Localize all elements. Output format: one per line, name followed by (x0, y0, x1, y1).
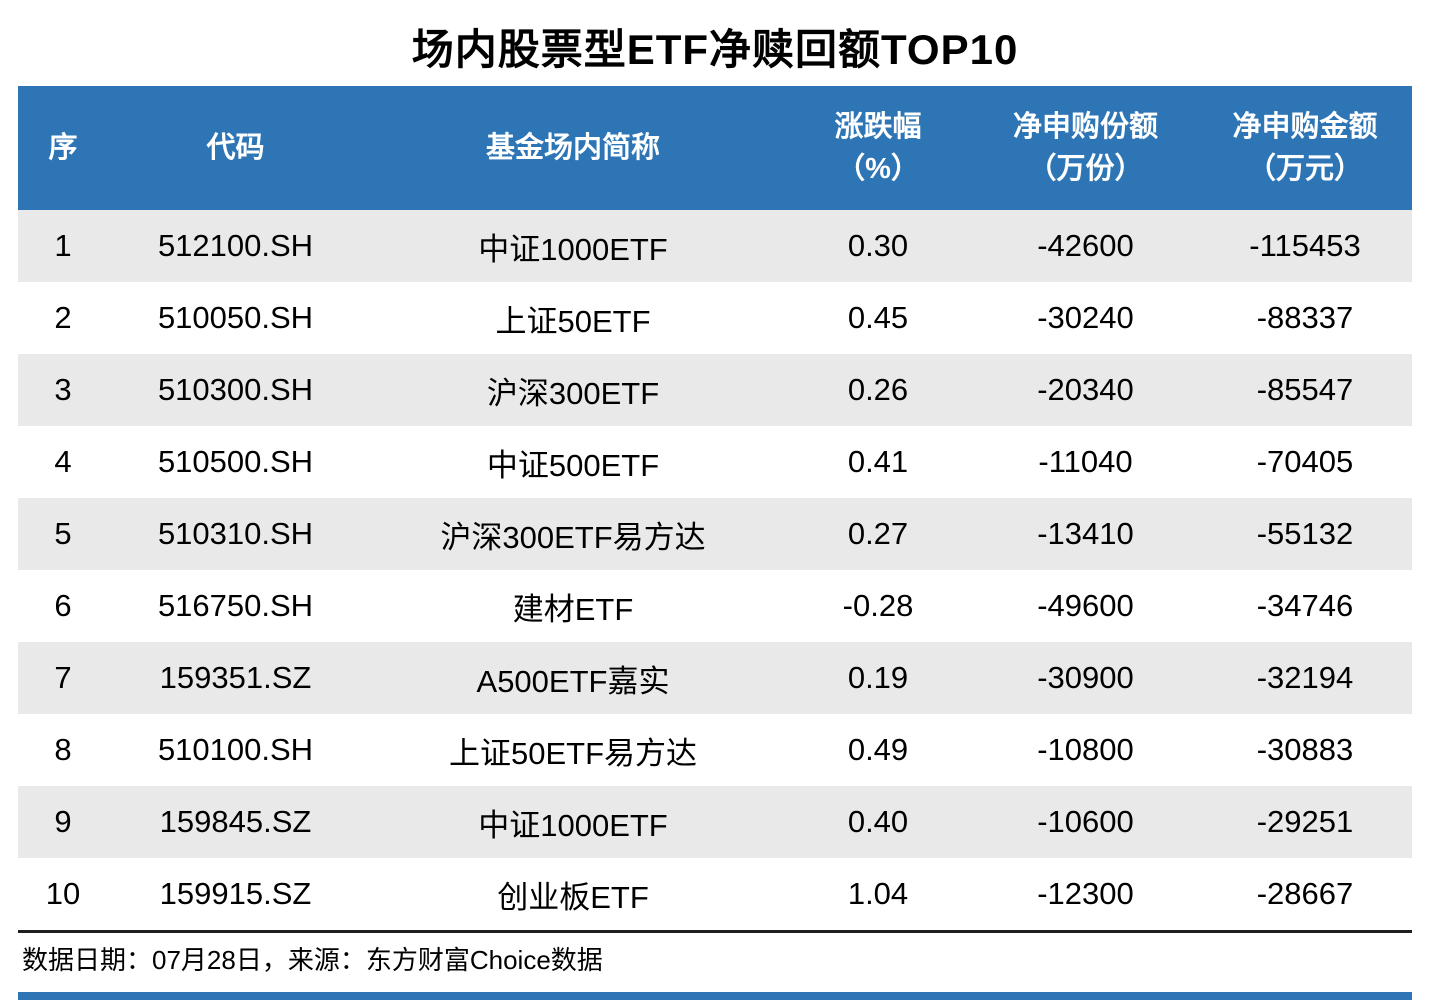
cell-code: 510300.SH (157, 372, 314, 407)
cell-net-shares: -42600 (1037, 228, 1134, 263)
cell-net-shares: -30900 (1037, 660, 1134, 695)
header-code: 代码 (108, 86, 363, 210)
cell-seq: 8 (54, 732, 72, 767)
cell-seq: 7 (54, 660, 72, 695)
header-change: 涨跌幅 （%） (783, 86, 973, 210)
table-row: 8 510100.SH 上证50ETF易方达 0.49 -10800 -3088… (18, 714, 1412, 786)
cell-seq: 6 (54, 588, 72, 623)
header-net-shares: 净申购份额 （万份） (973, 86, 1198, 210)
header-net-amount-label: 净申购金额 (1232, 110, 1378, 143)
cell-change: 0.19 (847, 660, 909, 695)
header-fund-name-label: 基金场内简称 (485, 131, 660, 164)
cell-seq: 10 (45, 876, 81, 911)
cell-fund-name: 上证50ETF易方达 (448, 735, 698, 771)
cell-net-amount: -115453 (1249, 228, 1361, 263)
cell-change: 0.26 (847, 372, 909, 407)
cell-net-amount: -85547 (1256, 372, 1354, 407)
cell-net-amount: -88337 (1256, 300, 1354, 335)
cell-net-shares: -20340 (1037, 372, 1134, 407)
cell-change: -0.28 (842, 588, 914, 623)
cell-code: 512100.SH (157, 228, 314, 263)
cell-fund-name: 中证500ETF (486, 447, 660, 483)
cell-net-shares: -30240 (1037, 300, 1134, 335)
cell-change: 0.45 (847, 300, 909, 335)
cell-net-amount: -29251 (1256, 804, 1354, 839)
cell-fund-name: 建材ETF (512, 591, 634, 627)
cell-seq: 2 (54, 300, 72, 335)
cell-code: 516750.SH (157, 588, 314, 623)
cell-change: 0.41 (847, 444, 909, 479)
table-row: 6 516750.SH 建材ETF -0.28 -49600 -34746 (18, 570, 1412, 642)
cell-net-amount: -34746 (1256, 588, 1354, 623)
header-seq-label: 序 (48, 131, 78, 164)
header-net-amount-unit: （万元） (1246, 153, 1363, 185)
page-title: 场内股票型ETF净赎回额TOP10 (411, 26, 1019, 73)
footer-area: 数据日期：07月28日，来源：东方财富Choice数据 (18, 930, 1412, 1000)
cell-net-shares: -12300 (1037, 876, 1134, 911)
header-net-shares-unit: （万份） (1027, 153, 1144, 185)
cell-change: 0.30 (847, 228, 909, 263)
cell-change: 0.27 (847, 516, 909, 551)
cell-seq: 3 (54, 372, 72, 407)
cell-code: 159351.SZ (159, 660, 312, 695)
cell-net-amount: -70405 (1256, 444, 1354, 479)
table-row: 10 159915.SZ 创业板ETF 1.04 -12300 -28667 (18, 858, 1412, 930)
cell-seq: 1 (54, 228, 72, 263)
table-row: 9 159845.SZ 中证1000ETF 0.40 -10600 -29251 (18, 786, 1412, 858)
cell-code: 510050.SH (157, 300, 314, 335)
cell-fund-name: 创业板ETF (497, 879, 649, 915)
table-row: 1 512100.SH 中证1000ETF 0.30 -42600 -11545… (18, 210, 1412, 282)
cell-code: 510100.SH (157, 732, 314, 767)
bottom-accent-bar (18, 992, 1412, 1000)
table-row: 7 159351.SZ A500ETF嘉实 0.19 -30900 -32194 (18, 642, 1412, 714)
cell-net-amount: -32194 (1256, 660, 1354, 695)
header-change-label: 涨跌幅 (834, 110, 922, 143)
etf-redemption-table: 序 代码 基金场内简称 涨跌幅 （%） 净申购份额 （万份） 净申购金额 （万元… (18, 86, 1412, 930)
cell-net-shares: -10800 (1037, 732, 1134, 767)
header-change-unit: （%） (836, 153, 920, 185)
cell-net-shares: -11040 (1038, 444, 1133, 479)
data-source-note: 数据日期：07月28日，来源：东方财富Choice数据 (22, 945, 603, 975)
cell-fund-name: 上证50ETF (495, 303, 651, 339)
cell-seq: 5 (54, 516, 72, 551)
cell-fund-name: 沪深300ETF易方达 (440, 519, 706, 555)
cell-code: 159845.SZ (159, 804, 312, 839)
header-seq: 序 (18, 86, 108, 210)
table-container: 序 代码 基金场内简称 涨跌幅 （%） 净申购份额 （万份） 净申购金额 （万元… (0, 86, 1430, 930)
cell-code: 510310.SH (157, 516, 314, 551)
cell-code: 510500.SH (157, 444, 314, 479)
table-row: 4 510500.SH 中证500ETF 0.41 -11040 -70405 (18, 426, 1412, 498)
cell-fund-name: 沪深300ETF (486, 375, 660, 411)
cell-net-shares: -49600 (1037, 588, 1134, 623)
header-row: 序 代码 基金场内简称 涨跌幅 （%） 净申购份额 （万份） 净申购金额 （万元… (18, 86, 1412, 210)
cell-fund-name: 中证1000ETF (478, 231, 668, 267)
cell-seq: 9 (54, 804, 72, 839)
header-net-shares-label: 净申购份额 (1012, 110, 1158, 143)
table-row: 2 510050.SH 上证50ETF 0.45 -30240 -88337 (18, 282, 1412, 354)
table-row: 5 510310.SH 沪深300ETF易方达 0.27 -13410 -551… (18, 498, 1412, 570)
cell-change: 0.49 (847, 732, 909, 767)
header-code-label: 代码 (206, 131, 265, 164)
cell-fund-name: 中证1000ETF (478, 807, 668, 843)
header-fund-name: 基金场内简称 (363, 86, 783, 210)
cell-net-amount: -30883 (1256, 732, 1354, 767)
cell-change: 0.40 (847, 804, 909, 839)
cell-net-amount: -55132 (1256, 516, 1354, 551)
cell-seq: 4 (54, 444, 72, 479)
cell-code: 159915.SZ (159, 876, 312, 911)
cell-net-shares: -10600 (1037, 804, 1134, 839)
cell-fund-name: A500ETF嘉实 (476, 663, 670, 699)
cell-net-shares: -13410 (1037, 516, 1134, 551)
cell-net-amount: -28667 (1256, 876, 1354, 911)
header-net-amount: 净申购金额 （万元） (1198, 86, 1412, 210)
table-row: 3 510300.SH 沪深300ETF 0.26 -20340 -85547 (18, 354, 1412, 426)
cell-change: 1.04 (847, 876, 909, 911)
